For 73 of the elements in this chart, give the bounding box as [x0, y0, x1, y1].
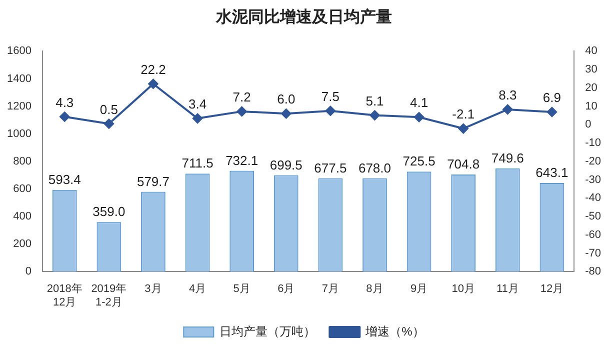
point — [502, 104, 513, 114]
data-label: 6.0 — [277, 92, 296, 107]
y-tick-label: 1400 — [6, 72, 32, 85]
y2-tick-label: -30 — [585, 174, 602, 186]
data-label: 749.6 — [491, 150, 524, 166]
chart-title: 水泥同比增速及日均产量 — [215, 8, 392, 26]
legend-label: 增速（%） — [364, 324, 424, 338]
data-label: 7.5 — [321, 88, 340, 104]
y2-tick-label: -10 — [585, 137, 602, 150]
x-tick-label: 6月 — [278, 283, 295, 296]
data-label: -2.1 — [452, 106, 475, 122]
x-tick-label: 8月 — [366, 283, 384, 296]
data-label: 643.1 — [536, 165, 568, 180]
data-label: 704.8 — [447, 156, 480, 172]
y-tick-label: 400 — [13, 210, 32, 223]
data-label: 4.1 — [410, 95, 428, 110]
data-label: 5.1 — [366, 93, 384, 108]
point — [148, 78, 158, 89]
y-tick-label: 1200 — [6, 100, 32, 112]
data-label: 4.3 — [56, 94, 74, 110]
data-label: 0.5 — [100, 102, 118, 117]
point — [325, 106, 336, 116]
x-tick-label: 10月 — [452, 283, 475, 296]
x-tick-label: 2018年 12月 — [46, 283, 82, 308]
point — [458, 124, 468, 134]
data-label: 359.0 — [92, 204, 126, 220]
point — [104, 118, 114, 129]
point — [281, 108, 292, 119]
point — [414, 112, 424, 122]
x-tick-label: 12月 — [540, 283, 564, 296]
legend-label: 日均产量（万吨） — [220, 324, 316, 338]
x-tick-label: 5月 — [233, 283, 250, 296]
data-label: 579.7 — [136, 174, 170, 189]
data-label: 6.9 — [542, 90, 561, 106]
data-label: 22.2 — [140, 62, 166, 77]
y2-tick-label: -20 — [585, 155, 602, 168]
y-tick-label: 1600 — [6, 45, 32, 58]
x-tick-label: 9月 — [410, 283, 428, 296]
point — [236, 106, 247, 116]
data-label: 593.4 — [48, 172, 81, 187]
point — [370, 110, 380, 120]
y2-tick-label: -50 — [585, 210, 602, 223]
data-label: 732.1 — [226, 152, 258, 168]
x-tick-label: 7月 — [322, 283, 339, 296]
data-label: 699.5 — [270, 157, 302, 172]
y2-tick-label: -70 — [585, 247, 602, 260]
point — [60, 112, 70, 122]
point — [192, 113, 203, 124]
y2-tick-label: -60 — [585, 228, 602, 241]
y2-tick-label: 40 — [585, 45, 598, 58]
y2-tick-label: -80 — [585, 266, 602, 278]
data-label: 711.5 — [182, 156, 214, 171]
y-tick-label: 200 — [13, 238, 32, 250]
data-label: 677.5 — [314, 160, 347, 176]
data-label: 7.2 — [232, 90, 251, 105]
y2-tick-label: 30 — [585, 64, 598, 76]
y2-tick-label: 20 — [585, 82, 598, 94]
y2-tick-label: 0 — [585, 118, 592, 131]
data-label: 678.0 — [358, 160, 392, 176]
y-tick-label: 0 — [25, 266, 32, 278]
point — [546, 106, 557, 117]
x-tick-label: 2019年 1-2月 — [91, 283, 127, 308]
y-tick-label: 800 — [13, 155, 32, 168]
x-tick-label: 3月 — [144, 283, 162, 296]
data-label: 3.4 — [188, 96, 207, 112]
y-tick-label: 600 — [13, 182, 32, 195]
y2-tick-label: 10 — [585, 100, 598, 112]
y-tick-label: 1000 — [6, 128, 32, 140]
y2-tick-label: -40 — [585, 192, 602, 204]
x-tick-label: 4月 — [188, 283, 206, 296]
data-label: 8.3 — [498, 88, 517, 102]
x-tick-label: 11月 — [496, 283, 519, 296]
data-label: 725.5 — [402, 154, 436, 169]
